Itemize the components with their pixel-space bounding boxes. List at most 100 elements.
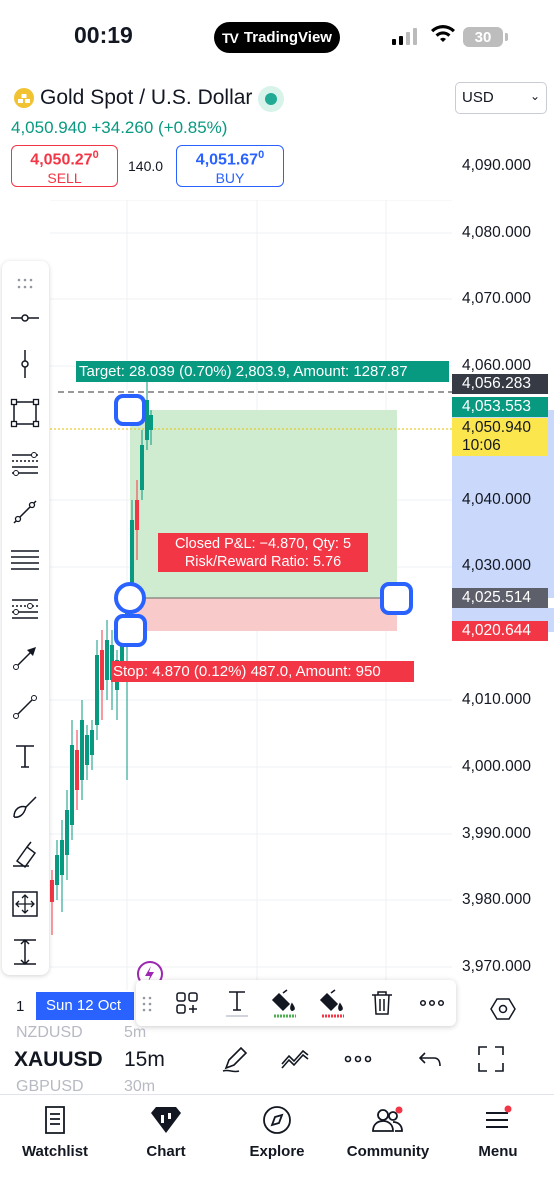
price-tick: 4,060.000 xyxy=(462,357,531,374)
pnl-line1: Closed P&L: −4.870, Qty: 5 xyxy=(174,536,352,552)
price-tick: 3,970.000 xyxy=(462,958,531,975)
brush-icon[interactable] xyxy=(10,791,40,821)
rectangle-tool-icon[interactable] xyxy=(10,398,40,428)
last-price-value: 4,050.940 xyxy=(462,419,531,436)
currency-value: USD xyxy=(462,89,494,106)
price-tick: 4,010.000 xyxy=(462,691,531,708)
settings-hexagon-icon[interactable] xyxy=(490,996,516,1022)
stop-handle[interactable] xyxy=(114,614,147,647)
sell-label: SELL xyxy=(47,170,82,187)
buy-price: 4,051.67 xyxy=(195,151,259,169)
tab-watchlist[interactable]: Watchlist xyxy=(5,1103,105,1160)
vertical-line-icon[interactable] xyxy=(10,349,40,379)
stop-label: Stop: 4.870 (0.12%) 487.0, Amount: 950 xyxy=(111,661,414,682)
crosshair-price-label: 4,056.283 xyxy=(452,374,548,394)
parallel-channel-icon[interactable] xyxy=(10,545,40,575)
fib-retracement-icon[interactable] xyxy=(10,448,40,478)
tradingview-logo-icon: TV xyxy=(222,29,239,46)
bottom-tab-bar: Watchlist Chart Explore Community Menu xyxy=(0,1094,554,1201)
tab-label: Community xyxy=(346,1143,430,1160)
bar-countdown: 10:06 xyxy=(462,437,501,454)
battery-icon: 30 xyxy=(463,27,508,47)
buy-price-sup: 0 xyxy=(258,149,265,161)
range-handle[interactable] xyxy=(380,582,413,615)
tab-label: Explore xyxy=(249,1143,305,1160)
fullscreen-icon[interactable] xyxy=(476,1044,506,1074)
trash-icon[interactable] xyxy=(367,988,397,1018)
app-pill-label: TradingView xyxy=(243,29,332,46)
symbol-title[interactable]: Gold Spot / U.S. Dollar xyxy=(40,86,253,109)
indicators-icon[interactable] xyxy=(280,1044,310,1074)
long-position-icon[interactable] xyxy=(10,937,40,967)
more-options-icon[interactable] xyxy=(343,1044,373,1074)
tab-community[interactable]: Community xyxy=(338,1103,438,1160)
symbol-picker[interactable]: XAUUSD xyxy=(14,1048,103,1071)
stop-price-label: 4,020.644 xyxy=(452,621,548,641)
tab-menu[interactable]: Menu xyxy=(448,1103,548,1160)
horizontal-line-icon[interactable] xyxy=(10,303,40,333)
market-open-icon xyxy=(258,86,284,112)
price-tick: 4,090.000 xyxy=(462,157,531,174)
drag-handle-icon[interactable] xyxy=(10,269,40,299)
templates-icon[interactable] xyxy=(172,988,202,1018)
chart-icon xyxy=(151,1107,181,1133)
buy-button[interactable]: 4,051.670 BUY xyxy=(176,145,284,187)
target-handle[interactable] xyxy=(114,394,146,426)
arrow-tool-icon[interactable] xyxy=(10,643,40,673)
drawing-pen-icon[interactable] xyxy=(220,1044,250,1074)
loss-zone[interactable] xyxy=(130,598,397,631)
tab-chart[interactable]: Chart xyxy=(116,1103,216,1160)
date-label: Sun 12 Oct xyxy=(36,992,134,1020)
tab-label: Chart xyxy=(146,1143,186,1160)
app-pill: TV TradingView xyxy=(214,22,340,53)
time-axis-left-label: 1 xyxy=(16,998,25,1015)
spread-value: 140.0 xyxy=(128,158,164,174)
price-tick: 3,980.000 xyxy=(462,891,531,908)
highlighter-icon[interactable] xyxy=(10,839,40,869)
tab-explore[interactable]: Explore xyxy=(227,1103,327,1160)
menu-icon xyxy=(486,1105,512,1128)
watchlist-icon xyxy=(45,1106,65,1134)
text-color-icon[interactable] xyxy=(222,988,252,1018)
chevron-down-icon: ⌄ xyxy=(529,89,540,103)
target-label: Target: 28.039 (0.70%) 2,803.9, Amount: … xyxy=(76,361,449,382)
fill-color-red-icon[interactable] xyxy=(318,988,348,1018)
chart-canvas[interactable] xyxy=(0,200,452,1000)
entry-price-label: 4,025.514 xyxy=(452,588,548,608)
tab-label: Menu xyxy=(478,1143,518,1160)
entry-handle[interactable] xyxy=(114,582,146,614)
sell-price: 4,050.27 xyxy=(30,151,93,169)
drawing-toolbar xyxy=(2,261,49,975)
drawing-object-toolbar xyxy=(136,980,456,1026)
price-tick: 4,080.000 xyxy=(462,224,531,241)
trend-line-icon[interactable] xyxy=(10,497,40,527)
compass-icon xyxy=(263,1106,291,1134)
ray-line-icon[interactable] xyxy=(10,692,40,722)
buy-label: BUY xyxy=(215,170,245,187)
battery-level: 30 xyxy=(474,28,492,46)
timeframe-picker[interactable]: 15m xyxy=(124,1048,165,1071)
gold-bars-icon xyxy=(14,88,34,108)
position-handles[interactable] xyxy=(114,394,413,647)
text-tool-icon[interactable] xyxy=(10,741,40,771)
currency-select[interactable]: USD ⌄ xyxy=(455,82,547,114)
ghost-tf-below: 30m xyxy=(124,1078,156,1095)
price-tick: 4,040.000 xyxy=(462,491,531,508)
last-price-label: 4,050.940 10:06 xyxy=(452,418,548,456)
drag-handle-icon[interactable] xyxy=(140,988,154,1018)
wifi-icon xyxy=(431,25,455,42)
pnl-line2: Risk/Reward Ratio: 5.76 xyxy=(184,554,342,570)
price-tick: 4,070.000 xyxy=(462,290,531,307)
more-icon[interactable] xyxy=(417,988,447,1018)
tab-label: Watchlist xyxy=(21,1143,89,1160)
fill-color-green-icon[interactable] xyxy=(270,988,300,1018)
fib-extension-icon[interactable] xyxy=(10,593,40,623)
sell-button[interactable]: 4,050.270 SELL xyxy=(11,145,118,187)
measure-icon[interactable] xyxy=(10,889,40,919)
community-icon xyxy=(372,1106,403,1132)
status-time: 00:19 xyxy=(74,22,133,48)
ghost-symbol-below: GBPUSD xyxy=(16,1078,84,1095)
undo-icon[interactable] xyxy=(416,1044,446,1074)
signal-icon xyxy=(392,28,417,45)
price-tick: 4,030.000 xyxy=(462,557,531,574)
